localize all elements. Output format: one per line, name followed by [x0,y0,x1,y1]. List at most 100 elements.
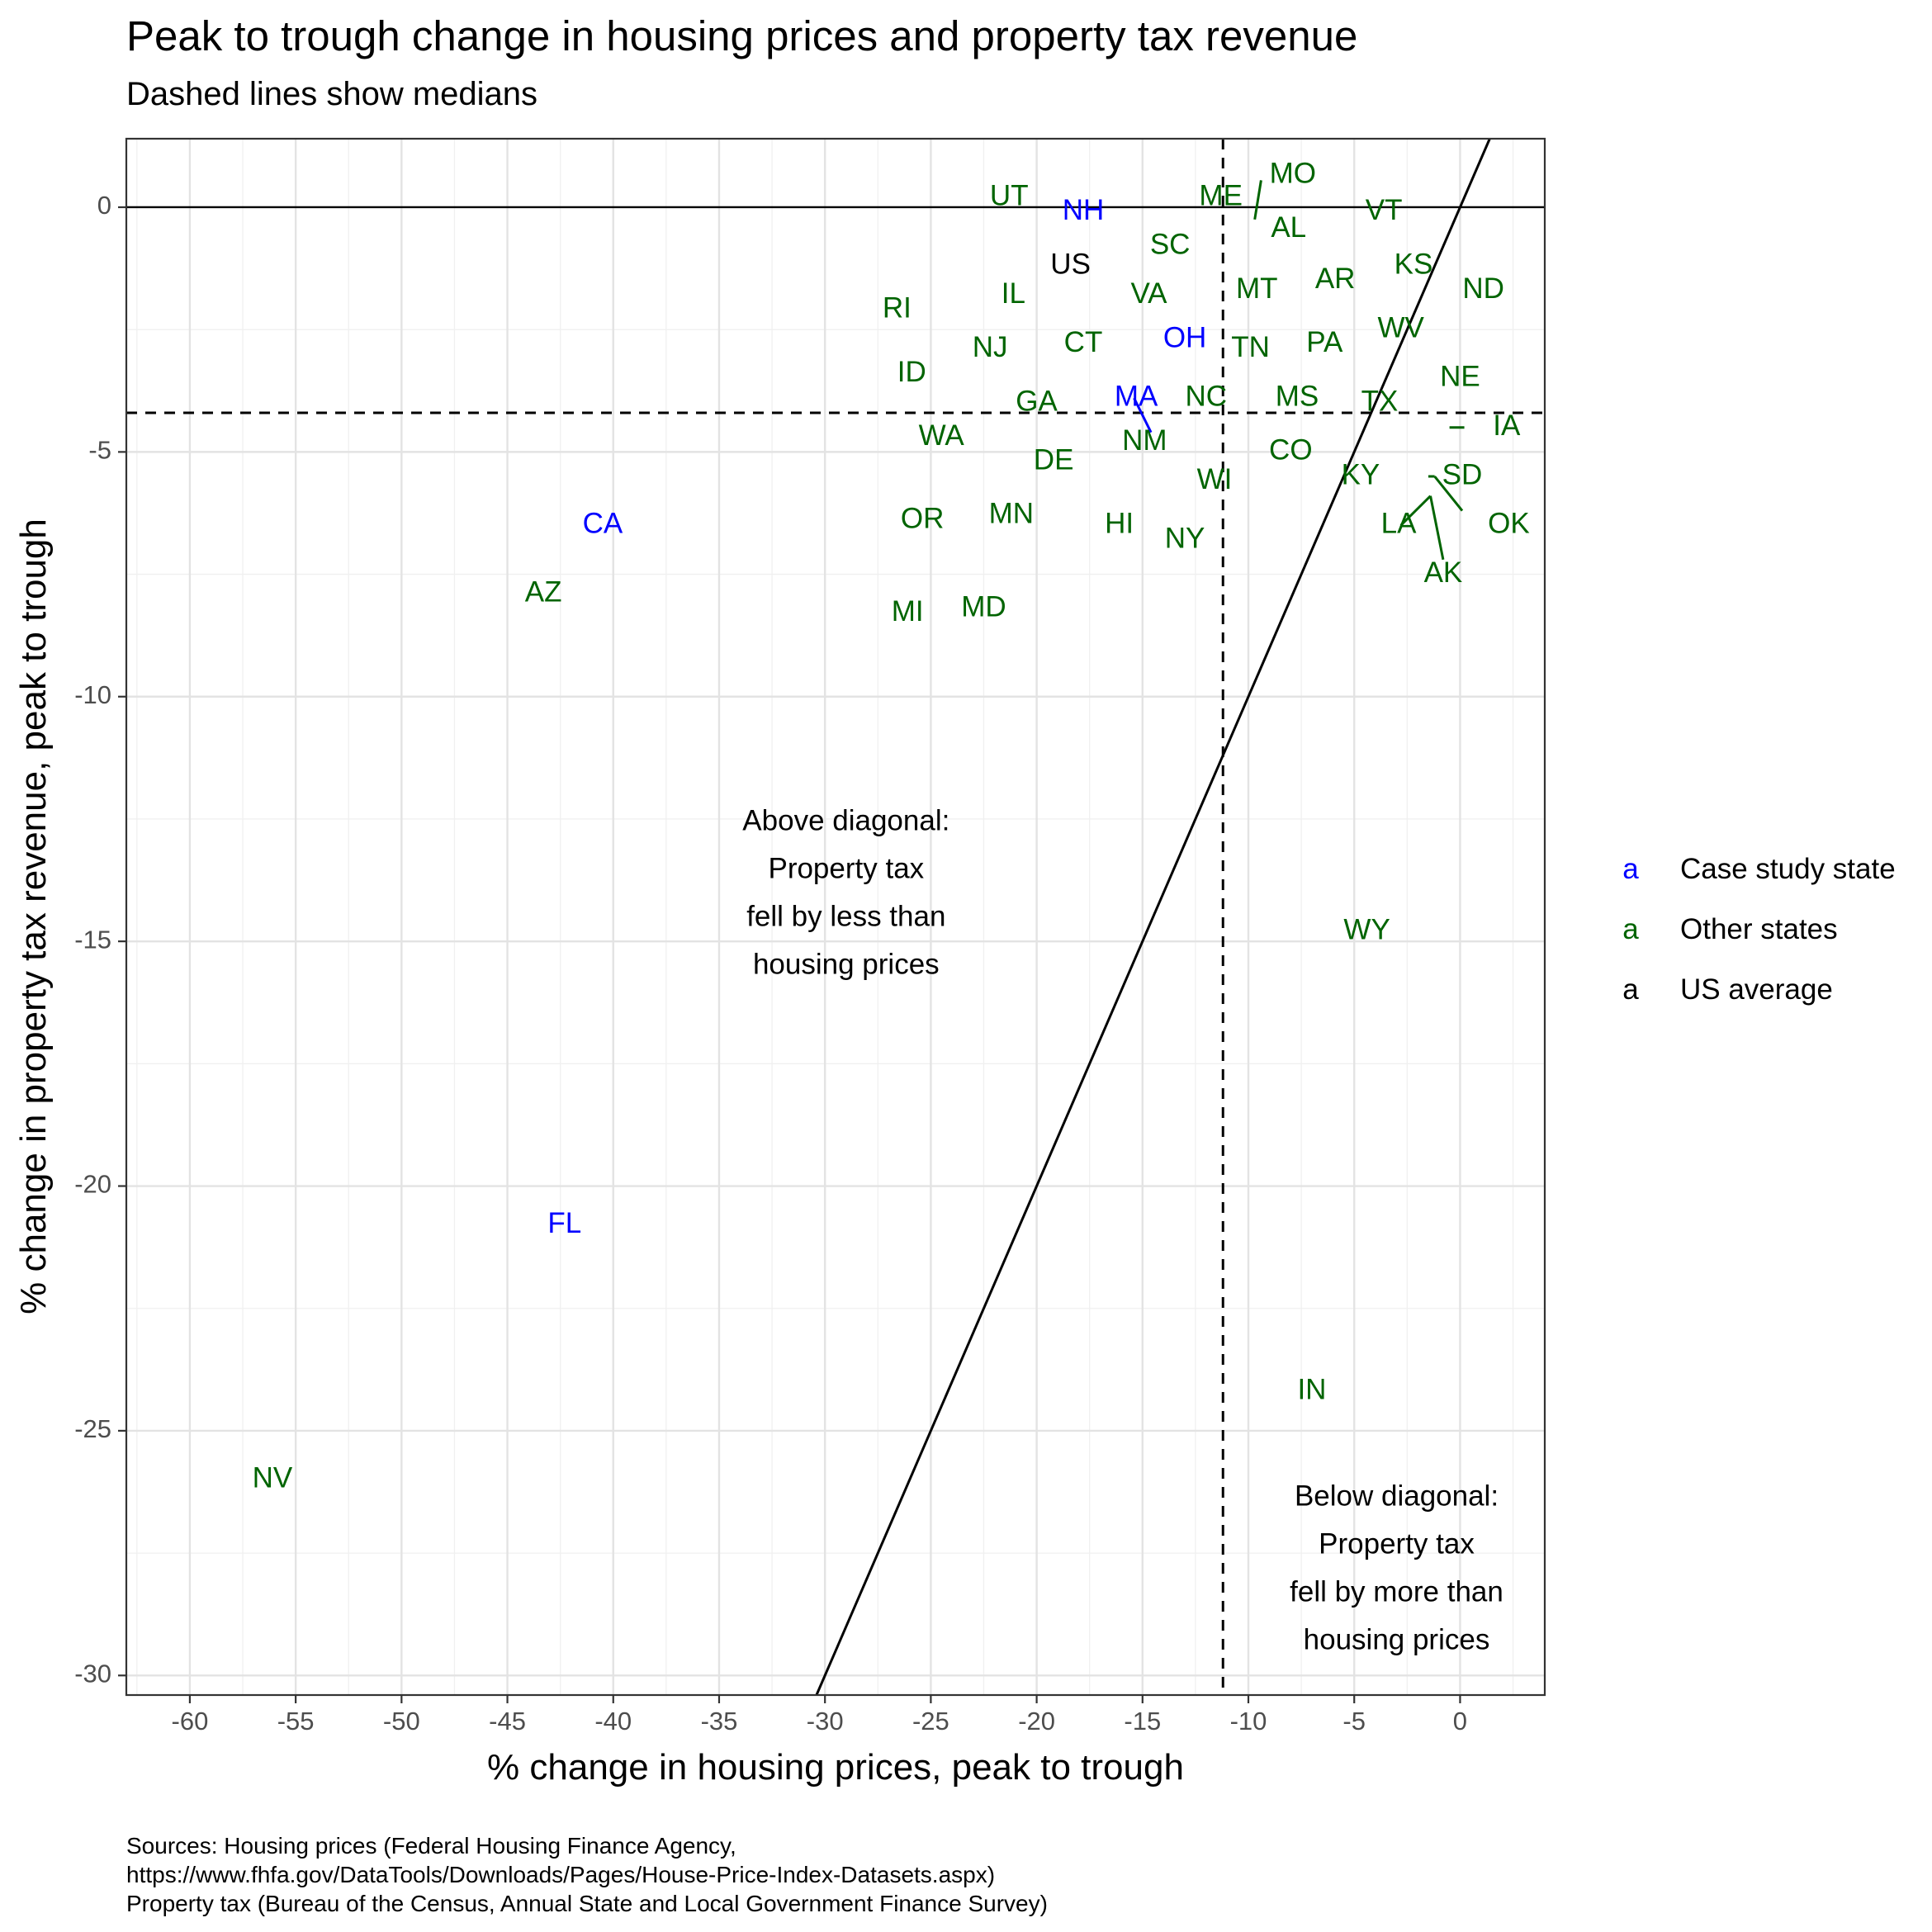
state-label-va: VA [1130,277,1167,310]
state-label-ma: MA [1115,380,1158,412]
x-tick-label: -20 [1018,1707,1055,1735]
x-tick-label: -60 [172,1707,209,1735]
state-label-tn: TN [1231,331,1270,363]
y-tick-label: -30 [74,1659,111,1688]
x-tick-label: -30 [807,1707,844,1735]
state-label-nd: ND [1462,272,1504,305]
legend-key: a [1622,973,1639,1006]
state-label-mo: MO [1270,158,1316,190]
x-tick-label: -10 [1230,1707,1267,1735]
state-label-mi: MI [892,595,924,627]
chart-title: Peak to trough change in housing prices … [126,12,1358,59]
annotation-text: Above diagonal: Property tax fell by less … [742,805,949,981]
legend-key: a [1622,853,1639,885]
state-label-oh: OH [1163,321,1207,353]
state-label-ar: AR [1315,263,1356,295]
x-tick-label: -55 [277,1707,315,1735]
state-label-ms: MS [1276,380,1319,412]
state-label-fl: FL [547,1207,581,1239]
state-label-sd: SD [1442,458,1483,490]
legend-label: Other states [1680,913,1838,945]
leader-line [1133,397,1153,433]
x-tick-label: -5 [1342,1707,1366,1735]
y-axis-label: % change in property tax revenue, peak t… [13,519,54,1314]
state-label-vt: VT [1366,194,1403,226]
state-label-il: IL [1002,277,1025,310]
state-label-md: MD [961,590,1006,623]
state-label-ct: CT [1064,326,1103,358]
state-label-ri: RI [883,292,912,324]
state-label-la: LA [1381,508,1417,540]
state-label-co: CO [1269,434,1313,466]
state-label-nh: NH [1063,194,1105,226]
plot-panel-border [125,137,1546,1697]
state-label-or: OR [901,503,945,535]
state-label-ut: UT [990,179,1029,211]
state-label-id: ID [897,356,926,388]
state-label-ky: KY [1342,458,1380,490]
state-label-wv: WV [1377,311,1424,343]
grid-lines [126,139,1545,1695]
y-tick-label: -5 [88,436,111,465]
x-tick-label: 0 [1453,1707,1467,1735]
annotation-line: Below diagonal: [1295,1480,1499,1513]
state-label-ak: AK [1424,556,1463,589]
y-tick-label: -15 [74,925,111,954]
state-label-ia: IA [1493,410,1521,442]
y-tick-label: -25 [74,1414,111,1443]
state-labels: UT NH ME MO AL VT SC US KS ND AR MT RI IL VA WV PA TN OH CT… [253,158,1530,1494]
x-tick-label: -25 [912,1707,949,1735]
state-label-mn: MN [989,498,1034,530]
state-label-al: AL [1271,211,1306,244]
state-label-sc: SC [1150,229,1191,261]
annotation-line: housing prices [753,949,940,981]
x-tick-label: -35 [701,1707,738,1735]
annotation-line: Property tax [768,853,924,885]
legend-key: a [1622,913,1639,945]
state-label-nj: NJ [973,331,1008,363]
reference-lines [126,138,1545,1696]
state-label-in: IN [1297,1374,1326,1406]
annotation-line: fell by less than [746,901,945,933]
x-tick-label: -40 [594,1707,632,1735]
state-label-ne: NE [1440,361,1480,393]
state-label-pa: PA [1306,326,1343,358]
x-tick-label: -15 [1124,1707,1161,1735]
state-label-nv: NV [253,1461,293,1494]
source-caption-line: https://www.fhfa.gov/DataTools/Downloads… [126,1862,996,1887]
leader-line [1253,180,1262,220]
annotation-line: Above diagonal: [742,805,949,837]
y-tick-label: -20 [74,1170,111,1199]
chart-subtitle: Dashed lines show medians [126,76,538,112]
state-label-nc: NC [1185,380,1227,412]
legend-label: US average [1680,973,1833,1006]
state-label-tx: TX [1361,385,1399,417]
annotation-line: fell by more than [1290,1576,1503,1608]
state-label-wa: WA [919,419,965,452]
state-label-de: DE [1034,443,1074,476]
annotation-text: Below diagonal: Property tax fell by more … [1290,1480,1503,1656]
legend-label: Case study state [1680,853,1896,885]
state-label-us: US [1050,248,1091,280]
state-label-wy: WY [1343,914,1390,946]
state-label-ks: KS [1395,248,1433,280]
leader-line [1429,495,1445,561]
state-label-mt: MT [1236,272,1278,305]
x-tick-label: -50 [383,1707,420,1735]
axes: -60 -55 -50 -45 -40 -35 -30 -25 -20 -15 -10 -5 00-5-… [74,191,1467,1735]
x-tick-label: -45 [489,1707,526,1735]
source-caption-line: Property tax (Bureau of the Census, Annu… [126,1891,1048,1916]
state-label-nm: NM [1122,424,1167,457]
leader-line [1399,495,1432,527]
state-label-ga: GA [1016,385,1058,417]
y-tick-label: 0 [97,191,111,220]
annotations: Above diagonal: Property tax fell by less … [742,805,1503,1656]
state-label-az: AZ [525,576,562,608]
state-label-ok: OK [1488,508,1530,540]
state-label-ny: NY [1165,522,1205,554]
annotation-line: housing prices [1304,1624,1490,1656]
leader-line [1433,476,1464,512]
state-label-hi: HI [1105,508,1134,540]
annotation-line: Property tax [1319,1528,1475,1560]
